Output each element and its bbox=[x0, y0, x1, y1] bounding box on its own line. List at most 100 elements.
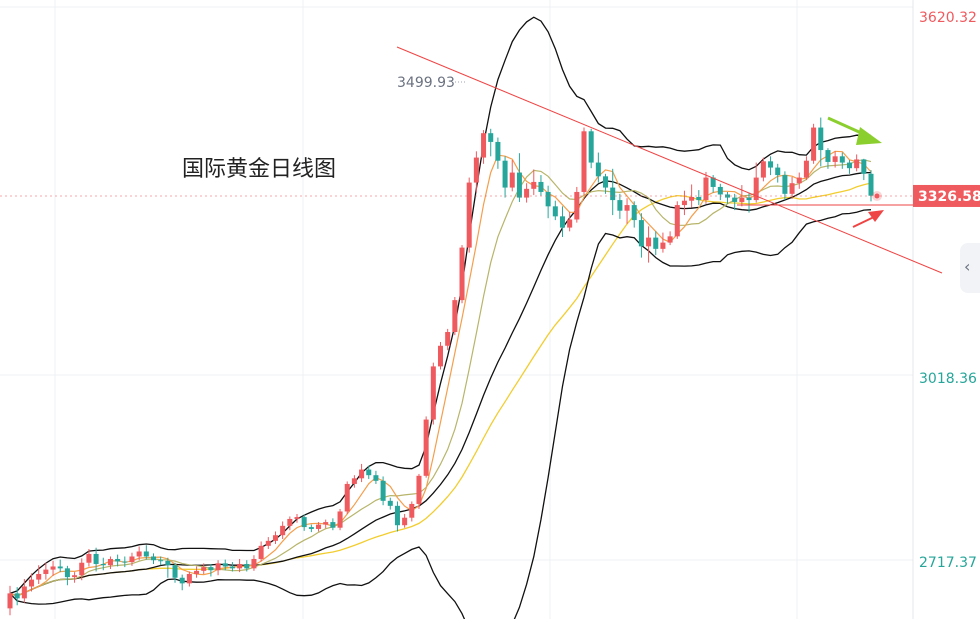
candle-body bbox=[186, 573, 192, 584]
candle-body bbox=[653, 237, 659, 249]
candle-body bbox=[72, 575, 78, 578]
candle-body bbox=[387, 500, 393, 506]
candle-body bbox=[667, 236, 673, 243]
downtrend-line bbox=[396, 46, 943, 274]
candle-body bbox=[703, 177, 709, 201]
candle-body bbox=[818, 127, 824, 151]
candle-body bbox=[811, 127, 817, 161]
candle-body bbox=[165, 560, 171, 566]
candle-body bbox=[337, 511, 343, 528]
candle-body bbox=[854, 159, 860, 169]
candle-body bbox=[724, 194, 731, 198]
y-axis-tick-label: 3018.36 bbox=[919, 371, 977, 387]
candle-body bbox=[344, 483, 350, 512]
candle-body bbox=[14, 593, 20, 599]
candle-body bbox=[93, 553, 99, 564]
candle-body bbox=[301, 517, 307, 528]
candle-body bbox=[825, 150, 831, 162]
green-arrow-icon bbox=[856, 127, 882, 145]
side-panel-handle[interactable]: ‹ bbox=[960, 243, 980, 293]
candle-body bbox=[430, 366, 436, 420]
candle-body bbox=[43, 569, 49, 574]
candle-body bbox=[466, 182, 472, 248]
candle-body bbox=[574, 191, 580, 220]
candle-body bbox=[194, 570, 200, 574]
candle-body bbox=[330, 522, 336, 528]
candle-body bbox=[258, 545, 264, 559]
candle-body bbox=[201, 567, 207, 571]
candle-body bbox=[251, 558, 257, 569]
candle-body bbox=[115, 558, 121, 562]
candle-body bbox=[21, 586, 27, 599]
candle-body bbox=[287, 518, 293, 526]
candle-body bbox=[717, 186, 723, 195]
candle-body bbox=[789, 183, 795, 194]
candle-body bbox=[732, 197, 738, 202]
chart-title: 国际黄金日线图 bbox=[182, 157, 336, 182]
candle-body bbox=[782, 175, 788, 194]
candle-body bbox=[588, 131, 594, 163]
candle-body bbox=[402, 517, 408, 526]
candle-body bbox=[272, 535, 278, 541]
candle-body bbox=[531, 181, 537, 189]
candle-body bbox=[846, 162, 852, 169]
candle-body bbox=[316, 524, 322, 529]
candle-body bbox=[158, 560, 164, 562]
candle-body bbox=[696, 196, 702, 201]
red-arrow-icon bbox=[868, 210, 884, 222]
candle-body bbox=[660, 242, 666, 249]
ma10-line bbox=[9, 159, 872, 597]
bollinger-upper-line bbox=[9, 16, 872, 595]
candle-body bbox=[445, 332, 451, 346]
candle-body bbox=[237, 563, 243, 569]
candle-body bbox=[416, 475, 422, 504]
candle-body bbox=[631, 205, 637, 221]
candle-body bbox=[294, 517, 300, 519]
candle-body bbox=[136, 551, 142, 557]
candle-body bbox=[208, 567, 214, 571]
candle-body bbox=[423, 419, 429, 476]
candle-body bbox=[29, 579, 35, 587]
candle-body bbox=[739, 197, 745, 202]
candle-body bbox=[57, 566, 63, 569]
candle-body bbox=[380, 480, 386, 501]
candle-body bbox=[107, 558, 113, 566]
candle-body bbox=[143, 551, 149, 557]
candle-body bbox=[64, 568, 70, 578]
candle-body bbox=[150, 556, 157, 561]
candle-body bbox=[595, 162, 601, 177]
candle-body bbox=[122, 561, 128, 563]
candle-body bbox=[7, 593, 13, 609]
candle-body bbox=[538, 181, 544, 192]
candle-body bbox=[567, 219, 573, 228]
candle-body bbox=[638, 220, 644, 247]
candle-body bbox=[222, 563, 228, 567]
current-price-label: 3326.58 bbox=[918, 189, 980, 205]
candle-body bbox=[674, 205, 680, 237]
candle-body bbox=[868, 173, 874, 196]
candle-body bbox=[839, 156, 845, 163]
candle-body bbox=[351, 478, 357, 484]
candle-body bbox=[488, 133, 494, 142]
candle-body bbox=[359, 469, 365, 479]
candle-body bbox=[861, 159, 867, 174]
candle-body bbox=[502, 160, 508, 188]
candle-body bbox=[481, 133, 487, 158]
candle-body bbox=[610, 187, 616, 201]
current-price-dot bbox=[874, 193, 880, 199]
candle-body bbox=[768, 161, 774, 168]
high-annotation: 3499.93 bbox=[397, 75, 455, 91]
candle-body bbox=[79, 562, 85, 576]
candle-body bbox=[265, 540, 271, 546]
candle-body bbox=[179, 577, 185, 584]
candle-body bbox=[308, 527, 314, 529]
candle-body bbox=[746, 197, 752, 201]
candle-body bbox=[710, 177, 716, 187]
candle-body bbox=[459, 247, 465, 301]
candle-body bbox=[394, 505, 400, 526]
candle-body bbox=[86, 553, 92, 563]
candle-body bbox=[524, 188, 530, 198]
chevron-left-icon: ‹ bbox=[964, 257, 971, 276]
